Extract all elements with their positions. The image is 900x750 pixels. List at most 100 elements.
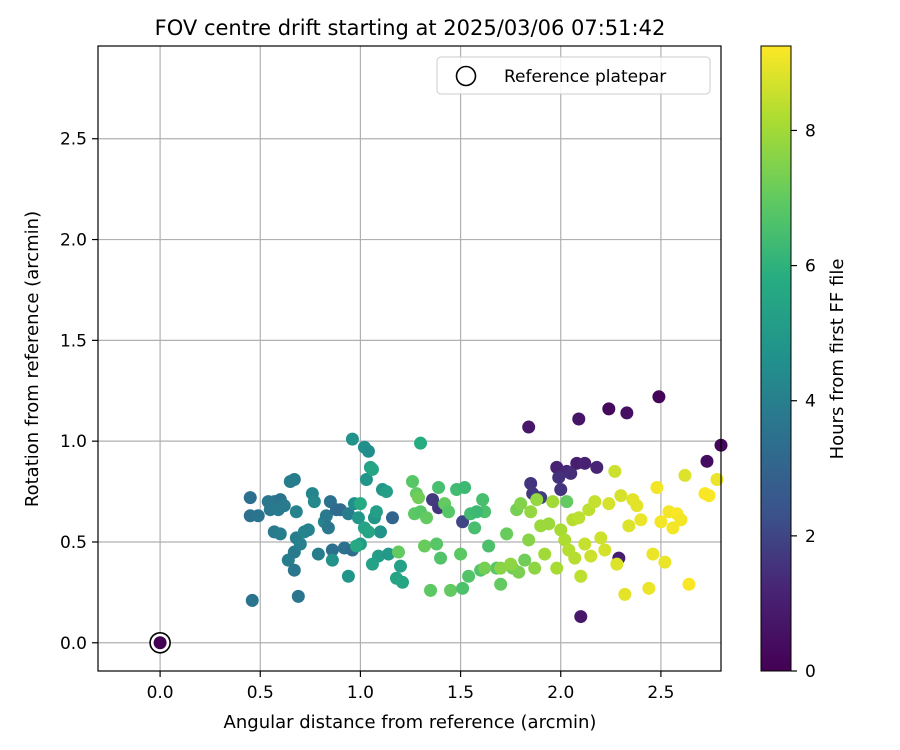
data-point: [478, 561, 492, 575]
data-point: [291, 589, 305, 603]
data-point: [251, 509, 265, 523]
data-point: [614, 489, 628, 503]
data-point: [630, 499, 644, 513]
data-point: [710, 472, 724, 486]
data-point: [572, 511, 586, 525]
data-point: [512, 565, 526, 579]
data-point: [391, 545, 405, 559]
data-point: [424, 583, 438, 597]
data-point: [584, 549, 598, 563]
data-point: [434, 551, 448, 565]
data-point: [462, 569, 476, 583]
data-point: [554, 483, 568, 497]
y-axis-label: Rotation from reference (arcmin): [22, 211, 43, 507]
x-tick-label: 0.5: [247, 683, 274, 703]
data-point: [524, 505, 538, 519]
data-point: [610, 557, 624, 571]
data-point: [353, 497, 367, 511]
colorbar-tick-label: 8: [805, 121, 816, 141]
data-point: [620, 406, 634, 420]
data-point: [468, 521, 482, 535]
data-point: [325, 553, 339, 567]
data-point: [373, 525, 387, 539]
data-point: [245, 593, 259, 607]
x-tick-label: 1.0: [347, 683, 374, 703]
data-point: [682, 577, 696, 591]
data-point: [406, 474, 420, 488]
data-point: [574, 610, 588, 624]
y-tick-label: 1.5: [60, 331, 87, 351]
data-point: [504, 557, 518, 571]
data-point: [319, 509, 333, 523]
data-point: [650, 481, 664, 495]
data-point: [341, 569, 355, 583]
data-point: [381, 547, 395, 561]
data-point: [550, 561, 564, 575]
data-point: [432, 481, 446, 495]
data-point: [494, 561, 508, 575]
data-point: [522, 420, 536, 434]
data-point: [426, 493, 440, 507]
data-point: [345, 432, 359, 446]
data-point: [243, 491, 257, 505]
data-point: [578, 537, 592, 551]
data-point: [349, 539, 363, 553]
legend-box: [436, 56, 711, 95]
data-point: [678, 468, 692, 482]
colorbar: [760, 45, 792, 672]
data-point: [622, 519, 636, 533]
data-point: [522, 533, 536, 547]
data-point: [552, 470, 566, 484]
data-point: [412, 491, 426, 505]
data-point: [608, 464, 622, 478]
data-point: [574, 569, 588, 583]
data-point: [572, 412, 586, 426]
data-point: [359, 472, 373, 486]
data-point: [702, 489, 716, 503]
data-point: [456, 515, 470, 529]
grid: [98, 46, 721, 671]
data-point: [361, 444, 375, 458]
data-point: [542, 517, 556, 531]
data-point: [602, 402, 616, 416]
data-point: [518, 553, 532, 567]
data-point: [634, 513, 648, 527]
data-point: [666, 521, 680, 535]
data-point: [395, 575, 409, 589]
data-point: [546, 495, 560, 509]
data-point: [558, 533, 572, 547]
data-point: [311, 547, 325, 561]
data-point: [341, 507, 355, 521]
plot-area: [98, 46, 721, 671]
data-point: [430, 537, 444, 551]
data-point: [444, 583, 458, 597]
data-point: [307, 495, 321, 509]
data-point: [321, 521, 335, 535]
data-point: [456, 581, 470, 595]
data-point: [652, 390, 666, 404]
data-point: [514, 497, 528, 511]
data-point: [530, 493, 544, 507]
data-point: [365, 462, 379, 476]
data-point: [458, 481, 472, 495]
data-point: [361, 525, 375, 539]
colorbar-tick-label: 4: [805, 392, 816, 412]
data-point: [524, 477, 538, 490]
colorbar-ticks: 0 2 4 6 8: [791, 121, 816, 682]
reference-point: [153, 636, 167, 650]
data-point: [618, 587, 632, 601]
data-point: [494, 577, 508, 591]
data-point: [602, 497, 616, 511]
legend-reference-marker: [455, 65, 477, 87]
x-tick-label: 2.0: [547, 683, 574, 703]
data-point: [351, 511, 365, 525]
legend-entry-label: Reference platepar: [504, 67, 666, 87]
data-points: [243, 390, 728, 624]
data-point: [420, 511, 434, 525]
colorbar-tick-label: 0: [805, 662, 816, 682]
data-point: [442, 505, 456, 519]
reference-marker-group: [149, 631, 171, 654]
data-point: [528, 561, 542, 575]
x-tick-label: 0.0: [147, 683, 174, 703]
